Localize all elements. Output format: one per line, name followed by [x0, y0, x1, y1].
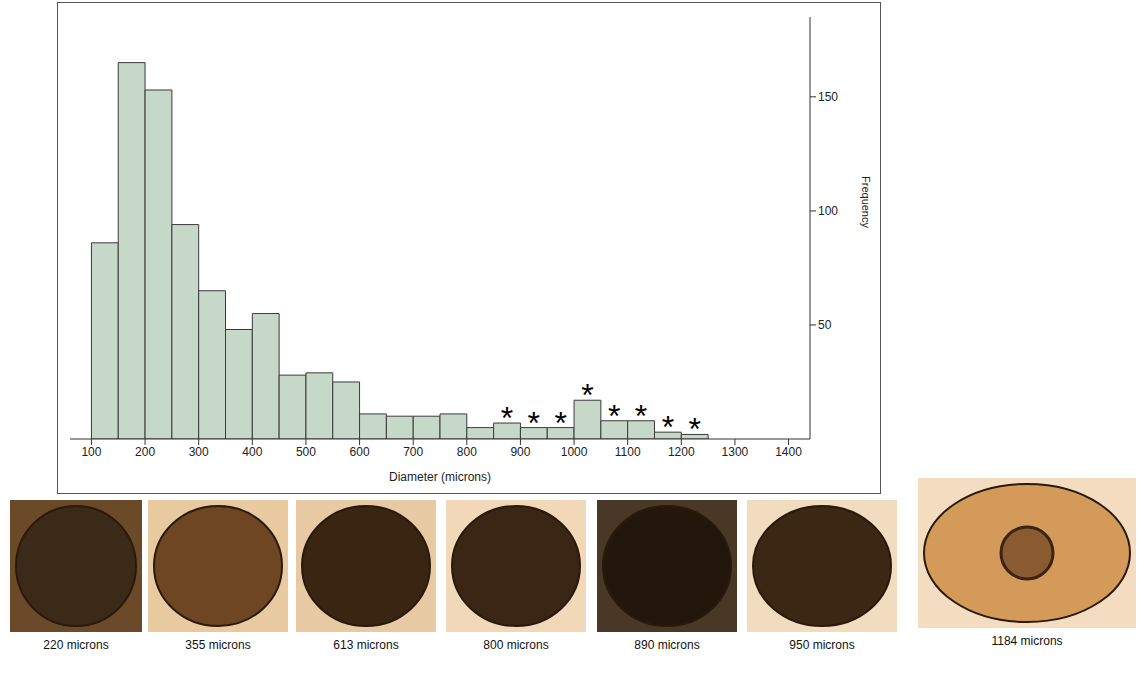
svg-text:100: 100 [818, 204, 838, 218]
html-text:355 microns: 355 microns [185, 638, 251, 652]
svg-text:300: 300 [189, 445, 209, 459]
svg-text:400: 400 [242, 445, 262, 459]
svg-text:200: 200 [135, 445, 155, 459]
html-text:1184 microns: 1184 microns [991, 634, 1063, 648]
svg-text:1300: 1300 [722, 445, 749, 459]
svg-text:*: * [635, 398, 647, 434]
svg-text:1000: 1000 [561, 445, 588, 459]
svg-text:1100: 1100 [615, 445, 641, 459]
svg-text:*: * [501, 400, 513, 436]
svg-text:100: 100 [81, 445, 101, 459]
svg-text:800: 800 [457, 445, 477, 459]
svg-text:900: 900 [510, 445, 530, 459]
svg-text:*: * [581, 377, 593, 413]
svg-text:1200: 1200 [668, 444, 695, 459]
svg-text:Diameter (microns): Diameter (microns) [389, 470, 491, 484]
html-text:890 microns: 890 microns [634, 638, 700, 652]
html-text:950 microns: 950 microns [789, 638, 855, 652]
svg-text:*: * [688, 411, 700, 447]
svg-text:*: * [554, 405, 566, 441]
svg-text:600: 600 [350, 445, 370, 459]
svg-text:*: * [662, 409, 674, 445]
svg-text:50: 50 [818, 318, 832, 332]
svg-text:500: 500 [296, 445, 316, 459]
svg-text:700: 700 [403, 445, 423, 459]
svg-text:*: * [528, 405, 540, 441]
html-text:800 microns: 800 microns [483, 638, 549, 652]
svg-text:Frequency: Frequency [860, 176, 872, 228]
svg-text:150: 150 [818, 90, 838, 104]
svg-text:1400: 1400 [775, 445, 802, 459]
html-text:613 microns: 613 microns [333, 638, 399, 652]
svg-text:*: * [608, 398, 620, 434]
html-text:220 microns: 220 microns [43, 638, 109, 652]
